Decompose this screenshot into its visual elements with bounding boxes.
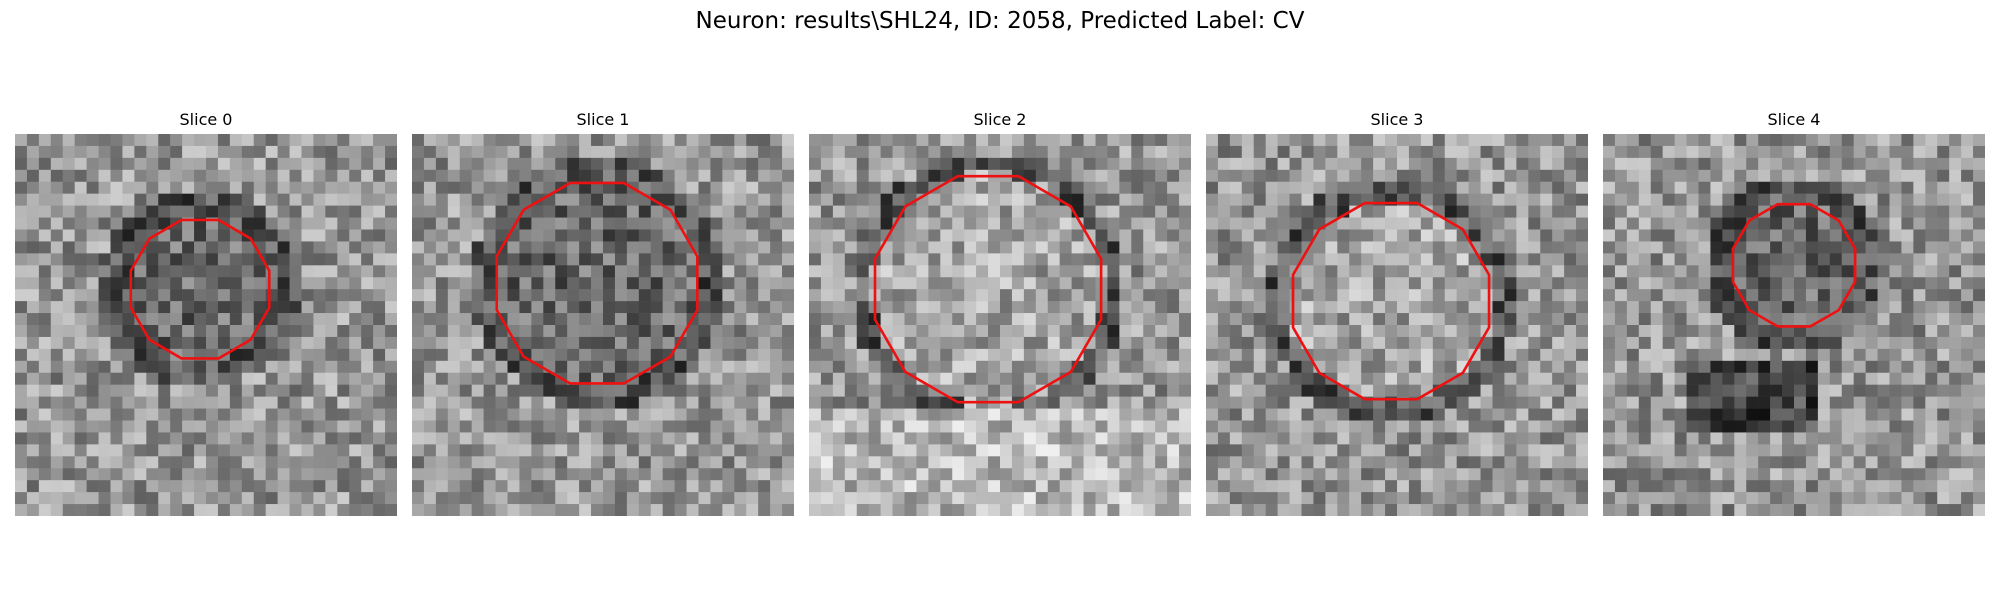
microscopy-image-slice-2 — [809, 134, 1191, 516]
contour-outline — [873, 174, 1103, 404]
contour-outline — [129, 218, 271, 360]
contour-outline — [495, 181, 699, 385]
slice-title: Slice 4 — [1767, 110, 1821, 129]
figure-title: Neuron: results\SHL24, ID: 2058, Predict… — [695, 8, 1305, 34]
slice-title: Slice 1 — [576, 110, 630, 129]
contour-outline — [1731, 202, 1857, 328]
slice-panel-2: Slice 2 — [809, 108, 1191, 516]
slice-panel-4: Slice 4 — [1603, 108, 1985, 516]
microscopy-image-slice-1 — [412, 134, 794, 516]
microscopy-image-slice-4 — [1603, 134, 1985, 516]
contour-outline — [1291, 201, 1491, 401]
slice-panel-0: Slice 0 — [15, 108, 397, 516]
slice-panel-1: Slice 1 — [412, 108, 794, 516]
slice-title: Slice 0 — [179, 110, 233, 129]
slice-title: Slice 3 — [1370, 110, 1424, 129]
slice-title: Slice 2 — [973, 110, 1027, 129]
microscopy-image-slice-3 — [1206, 134, 1588, 516]
microscopy-image-slice-0 — [15, 134, 397, 516]
slice-panel-3: Slice 3 — [1206, 108, 1588, 516]
